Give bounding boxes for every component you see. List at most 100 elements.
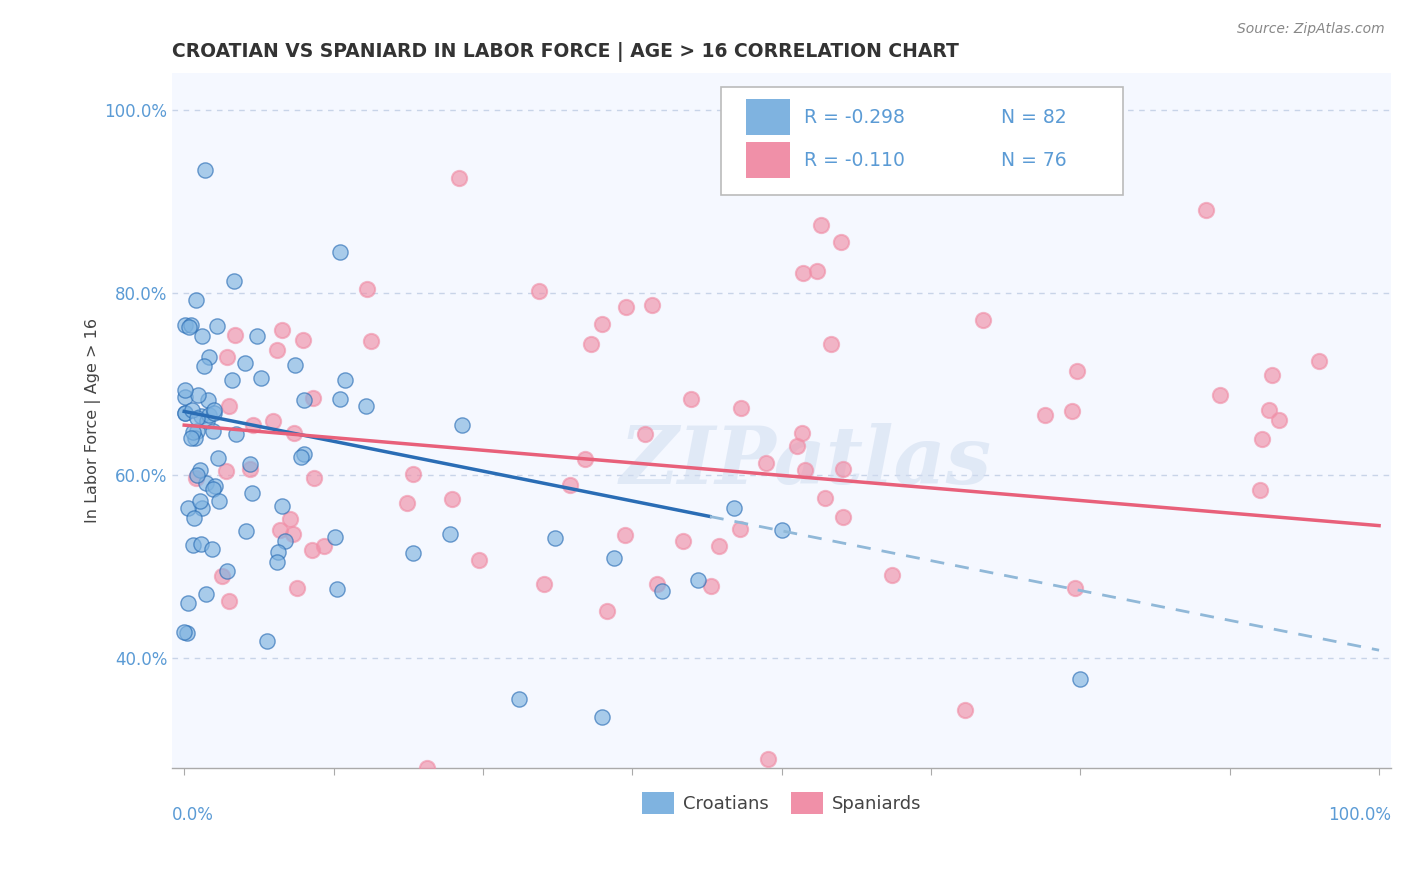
Point [329,392,352,406]
Point [217,564,239,578]
FancyBboxPatch shape [747,142,790,178]
Point [262,414,284,428]
Point [880,568,903,582]
Point [180,431,202,445]
Point [235,524,257,538]
Point [195,414,218,428]
Point [806,264,828,278]
Point [239,457,262,471]
Point [792,266,814,280]
Point [1060,403,1083,417]
Point [291,334,314,348]
Point [283,358,305,372]
Point [201,541,224,556]
Point [193,359,215,373]
Point [323,530,346,544]
Point [831,509,853,524]
Point [416,761,439,775]
Point [301,542,323,557]
Point [271,500,294,514]
Point [356,282,378,296]
Point [245,329,267,343]
Point [211,569,233,583]
Point [266,343,288,358]
Point [242,417,264,432]
Point [1195,202,1218,217]
Point [176,626,198,640]
Point [439,527,461,541]
Point [360,334,382,348]
Point [290,450,312,464]
Point [195,587,218,601]
Point [177,320,200,334]
FancyBboxPatch shape [747,99,790,136]
Point [730,401,752,415]
Point [281,527,304,541]
Point [614,527,637,541]
Point [204,479,226,493]
Point [194,475,217,490]
Point [225,427,247,442]
Point [250,371,273,385]
Point [217,350,239,364]
Point [173,383,195,397]
Text: 0.0%: 0.0% [173,805,214,824]
Point [233,356,256,370]
Point [810,218,832,232]
Point [529,284,551,298]
Point [202,424,225,438]
Point [173,624,195,639]
Point [603,551,626,566]
Point [187,388,209,402]
Point [447,171,470,186]
Point [190,409,212,424]
Point [256,633,278,648]
Point [190,500,212,515]
Point [190,462,212,476]
Point [214,464,236,478]
Point [190,537,212,551]
Point [181,403,204,417]
Point [955,704,977,718]
Text: R = -0.110: R = -0.110 [804,151,904,169]
Point [451,417,474,432]
Point [508,692,530,706]
Point [191,328,214,343]
Point [180,318,202,333]
Point [641,298,664,312]
Point [197,393,219,408]
Text: CROATIAN VS SPANIARD IN LABOR FORCE | AGE > 16 CORRELATION CHART: CROATIAN VS SPANIARD IN LABOR FORCE | AG… [173,42,959,62]
Point [596,604,619,618]
Point [186,471,208,485]
Point [186,410,208,425]
Point [267,545,290,559]
Point [173,318,195,332]
Point [1260,368,1282,382]
Point [1257,403,1279,417]
Point [533,577,555,591]
Point [266,555,288,569]
Point [645,576,668,591]
Point [579,337,602,351]
Text: N = 82: N = 82 [1001,108,1067,127]
Point [574,451,596,466]
Point [756,752,779,766]
Point [814,491,837,505]
Point [755,456,778,470]
Point [198,408,221,422]
Point [183,511,205,525]
Point [1267,412,1289,426]
Point [1069,672,1091,686]
Y-axis label: In Labor Force | Age > 16: In Labor Force | Age > 16 [86,318,101,523]
Point [280,512,302,526]
Point [468,553,491,567]
Point [186,467,208,482]
Point [173,405,195,419]
Point [198,350,221,364]
Point [681,392,703,406]
Point [820,337,842,351]
Point [201,482,224,496]
Legend: Croatians, Spaniards: Croatians, Spaniards [634,785,929,822]
Point [794,463,817,477]
Point [396,496,419,510]
